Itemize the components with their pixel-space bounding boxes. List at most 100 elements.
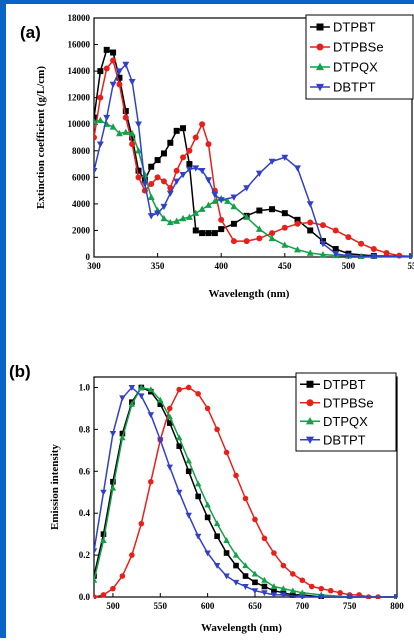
data-point-dtpbt [212,230,218,236]
data-point-dtpqx [271,583,277,589]
legend-label-dtpbt: DTPBT [333,20,376,35]
data-point-dtpbse [120,573,126,579]
data-point-dtpqx [186,214,193,220]
data-point-dtpbt [186,468,192,474]
x-tick-label: 500 [106,601,120,611]
y-tick-label: 0.2 [79,550,91,560]
data-point-dtpbse [186,148,192,154]
data-point-dtpbse [328,588,334,594]
series-line-dtpqx [94,120,412,257]
y-tick-label: 12000 [68,93,91,103]
x-tick-label: 450 [278,261,292,271]
y-tick-label: 0.0 [79,592,91,602]
data-point-dbtpt [100,490,106,496]
data-point-dtpbse [186,385,192,391]
y-tick-label: 6000 [72,172,91,182]
y-tick-label: 0.6 [79,466,91,476]
data-point-dtpbse [148,479,154,485]
data-point-dtpbse [307,219,313,225]
data-point-dtpbt [193,227,199,233]
x-tick-label: 350 [151,261,165,271]
legend-label-dbtpt: DBTPT [323,432,366,447]
data-point-dtpbse [174,168,180,174]
data-point-dtpbse [161,178,167,184]
y-tick-label: 0.8 [79,424,91,434]
data-point-dtpbse [97,95,103,101]
y-tick-label: 1.0 [79,382,91,392]
x-tick-label: 400 [214,261,228,271]
data-point-dbtpt [185,513,191,519]
y-tick-label: 14000 [68,66,91,76]
data-point-dbtpt [205,177,212,183]
data-point-dbtpt [91,548,97,554]
data-point-dbtpt [176,490,182,496]
data-point-dtpqx [199,206,206,212]
data-point-dtpqx [214,520,220,526]
x-tick-label: 300 [87,261,101,271]
data-point-dtpbse [243,496,249,502]
data-point-dtpbt [186,161,192,167]
data-point-dtpbse [101,592,107,598]
data-point-dtpbse [337,590,343,596]
data-point-dtpbse [358,241,364,247]
data-point-dtpbt [161,150,167,156]
data-point-dtpbt [195,494,201,500]
x-axis-title: Wavelength (nm) [201,622,282,634]
data-point-dtpbse [205,141,211,147]
legend-marker-dtpbt [317,24,324,31]
data-point-dtpbse [129,552,135,558]
data-point-dtpbse [110,586,116,592]
data-point-dtpbt [205,230,211,236]
data-point-dtpbse [214,427,220,433]
data-point-dtpbt [262,584,268,590]
data-point-dtpqx [223,537,229,543]
data-point-dtpbse [123,115,129,121]
data-point-dtpbt [110,50,116,56]
y-tick-label: 2000 [72,225,91,235]
data-point-dtpqx [261,577,267,583]
data-point-dtpbse [300,577,306,583]
data-point-dtpqx [204,501,210,507]
data-point-dtpbse [231,238,237,244]
panel-a: (a)3003504004505005502000400060008000100… [20,13,414,300]
data-point-dtpbt [243,573,249,579]
data-point-dtpbt [155,157,161,163]
data-point-dtpbse [110,57,116,63]
data-point-dtpbt [167,140,173,146]
data-point-dtpbse [224,450,230,456]
data-point-dtpbt [307,227,313,233]
x-tick-label: 600 [201,601,215,611]
panel-letter: (b) [9,362,31,381]
frame-top-border [0,0,414,4]
data-point-dbtpt [173,179,180,185]
data-point-dtpbse [384,250,390,256]
data-point-dtpqx [110,485,116,491]
data-point-dtpbse [129,141,135,147]
data-point-dtpbse [91,594,97,600]
data-point-dtpbse [262,536,268,542]
data-point-dbtpt [294,165,301,171]
data-point-dtpbse [195,391,201,397]
data-point-dtpbse [371,246,377,252]
data-point-dtpbse [193,135,199,141]
data-point-dtpbse [104,65,110,71]
data-point-dtpqx [176,434,182,440]
data-point-dtpbse [116,81,122,87]
data-point-dtpbse [91,135,97,141]
y-axis-title: Extinction coefficient (g/L/cm) [35,66,47,209]
data-point-dtpbse [205,406,211,412]
data-point-dtpbse [148,181,154,187]
legend-label-dbtpt: DBTPT [333,80,376,95]
data-point-dbtpt [307,201,314,207]
y-axis-title: Emission intensity [49,444,61,530]
data-point-dtpqx [195,480,201,486]
data-point-dtpbse [167,406,173,412]
data-point-dbtpt [148,412,154,418]
data-point-dtpbse [218,217,224,223]
y-tick-label: 0 [86,252,91,262]
x-tick-label: 800 [390,601,404,611]
data-point-dtpbse [333,227,339,233]
